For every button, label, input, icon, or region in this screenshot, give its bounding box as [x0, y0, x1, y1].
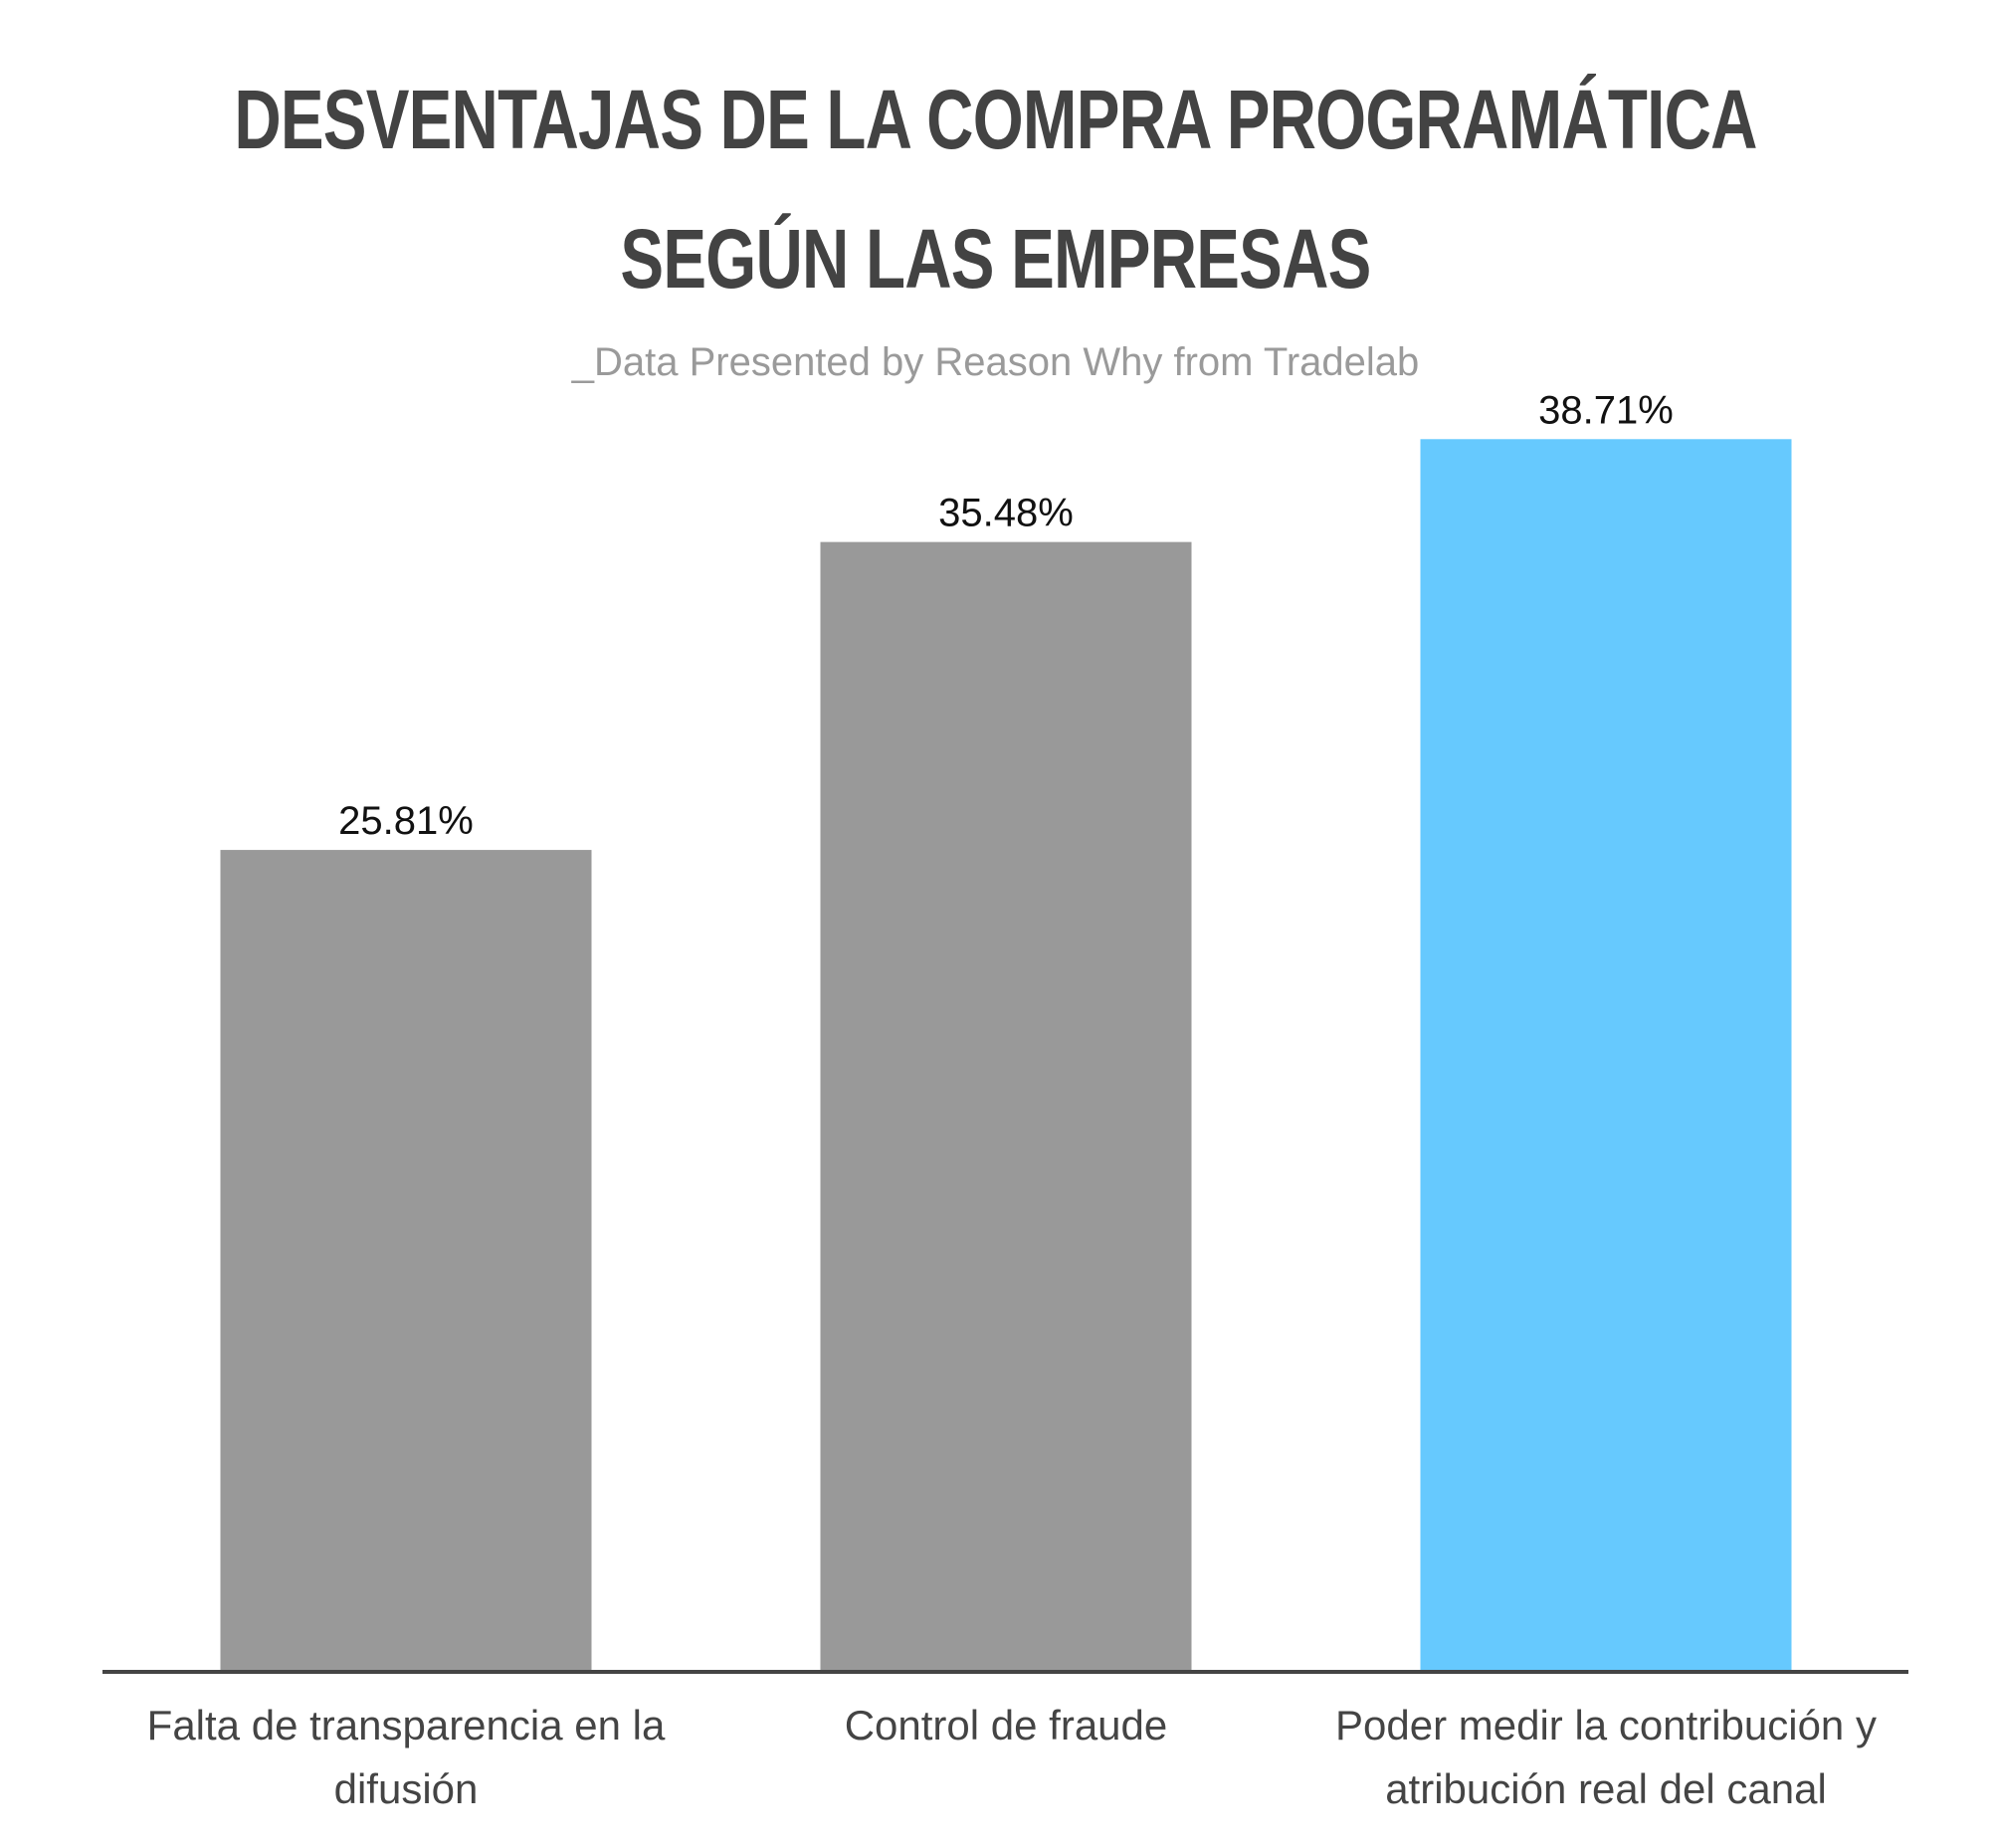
chart-title-line-2: SEGÚN LAS EMPRESAS [620, 212, 1371, 306]
bar-3 [1420, 439, 1792, 1672]
chart-title: DESVENTAJAS DE LA COMPRA PROGRAMÁTICA SE… [219, 50, 1772, 328]
category-label-2-line-1: Control de fraude [845, 1702, 1168, 1748]
chart-subtitle: _Data Presented by Reason Why from Trade… [571, 340, 1420, 384]
category-label-1-line-2: difusión [334, 1765, 479, 1812]
category-label-3-line-2: atribución real del canal [1385, 1765, 1827, 1812]
category-label-3-line-1: Poder medir la contribución y [1335, 1702, 1877, 1748]
chart-title-line-1: DESVENTAJAS DE LA COMPRA PROGRAMÁTICA [234, 73, 1757, 166]
bar-value-label-1: 25.81% [338, 799, 474, 843]
bar-value-label-3: 38.71% [1538, 388, 1674, 432]
category-label-1-line-1: Falta de transparencia en la [147, 1702, 666, 1748]
bar-2 [820, 541, 1192, 1672]
bar-1 [220, 850, 592, 1672]
bar-value-label-2: 35.48% [938, 492, 1074, 535]
